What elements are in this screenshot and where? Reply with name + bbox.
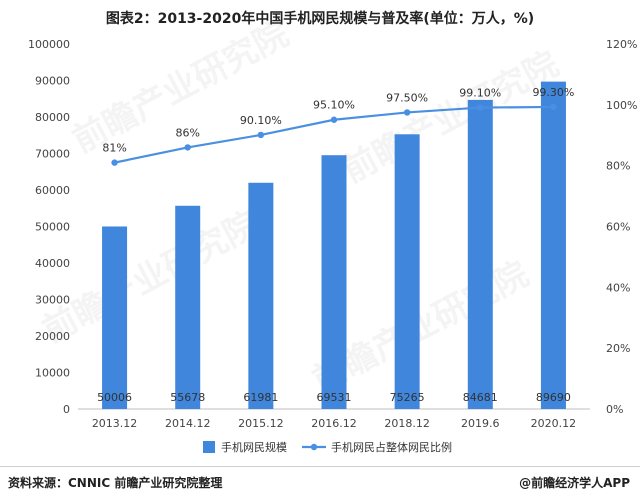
x-tick-label: 2014.12 <box>165 417 211 430</box>
legend-line-label: 手机网民占整体网民比例 <box>331 440 452 454</box>
brand-credit: @前瞻经济学人APP <box>519 474 630 491</box>
legend-bar-swatch <box>203 441 215 453</box>
line-point <box>403 109 411 116</box>
bar-value-label: 75265 <box>390 391 425 404</box>
bar-value-label: 50006 <box>97 391 132 404</box>
y-right-tick-label: 120% <box>606 38 637 51</box>
bar <box>467 99 493 409</box>
line-point <box>550 103 557 111</box>
y-right-tick-label: 20% <box>606 342 630 355</box>
y-left-tick-label: 50000 <box>35 221 70 234</box>
y-right-tick-label: 40% <box>606 281 630 294</box>
x-tick-label: 2013.12 <box>92 417 138 430</box>
y-left-tick-label: 80000 <box>35 111 70 124</box>
legend-line-marker <box>310 443 318 451</box>
line-value-label: 90.10% <box>240 114 282 127</box>
bar <box>102 226 128 409</box>
y-left-tick-label: 20000 <box>35 330 70 343</box>
bar-value-label: 55678 <box>170 391 205 404</box>
line-point <box>477 104 484 111</box>
line-value-label: 95.10% <box>313 99 355 112</box>
line-value-label: 97.50% <box>386 91 428 104</box>
y-right-tick-label: 100% <box>606 99 637 112</box>
bar <box>175 205 201 409</box>
bar <box>321 155 347 409</box>
line-point <box>184 144 191 151</box>
source-note: 资料来源：CNNIC 前瞻产业研究院整理 <box>8 476 223 490</box>
y-right-tick-label: 60% <box>606 221 630 234</box>
bar-value-label: 89690 <box>536 391 571 404</box>
y-left-tick-label: 10000 <box>35 367 70 380</box>
y-left-tick-label: 40000 <box>35 257 70 270</box>
bar <box>248 182 274 409</box>
line-value-label: 99.10% <box>459 87 501 100</box>
y-left-tick-label: 70000 <box>35 148 70 161</box>
line-value-label: 86% <box>175 126 199 139</box>
bar <box>540 81 566 409</box>
x-tick-label: 2016.12 <box>311 417 357 430</box>
x-tick-label: 2015.12 <box>238 417 284 430</box>
line-point <box>111 159 118 166</box>
chart-title: 图表2：2013-2020年中国手机网民规模与普及率(单位：万人，%) <box>105 11 535 27</box>
y-right-tick-label: 0% <box>606 403 623 416</box>
line-value-label: 81% <box>102 142 126 155</box>
footer-divider <box>0 466 640 467</box>
y-left-tick-label: 30000 <box>35 294 70 307</box>
y-right-tick-label: 80% <box>606 160 630 173</box>
legend-bar-label: 手机网民规模 <box>221 440 287 454</box>
bar-value-label: 69531 <box>317 391 352 404</box>
x-tick-label: 2019.6 <box>461 417 500 430</box>
line-point <box>257 131 265 139</box>
y-left-tick-label: 0 <box>63 403 70 416</box>
y-left-tick-label: 100000 <box>28 38 70 51</box>
bar <box>394 134 420 409</box>
y-left-tick-label: 60000 <box>35 184 70 197</box>
bar-value-label: 84681 <box>463 391 498 404</box>
line-value-label: 99.30% <box>532 86 574 99</box>
x-tick-label: 2018.12 <box>384 417 430 430</box>
line-point <box>330 116 338 123</box>
y-left-tick-label: 90000 <box>35 75 70 88</box>
bar-value-label: 61981 <box>243 391 278 404</box>
brand-text: @前瞻经济学人APP <box>519 476 630 490</box>
x-tick-label: 2020.12 <box>531 417 577 430</box>
